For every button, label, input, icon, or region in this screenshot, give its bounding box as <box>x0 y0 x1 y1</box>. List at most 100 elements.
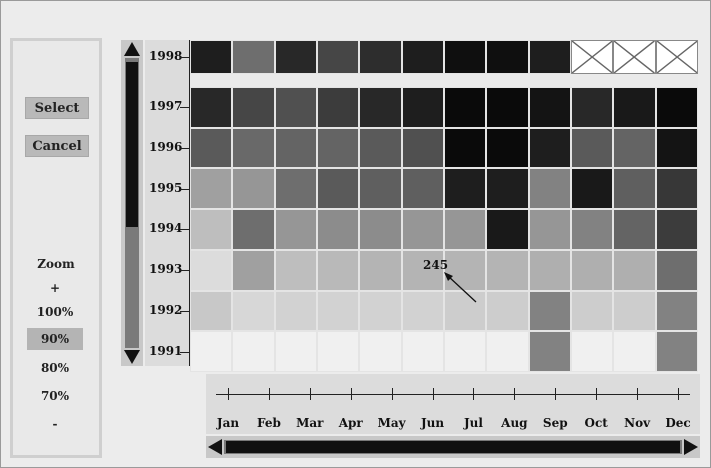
heatmap-cell-1995-apr[interactable] <box>317 168 360 209</box>
heatmap-cell-1991-jun[interactable] <box>401 331 444 372</box>
heatmap-cell-1996-apr[interactable] <box>317 127 360 169</box>
heatmap-cell-1997-jun[interactable] <box>401 86 444 128</box>
heatmap-cell-1995-nov[interactable] <box>613 168 656 209</box>
heatmap-cell-1997-mar[interactable] <box>274 86 317 128</box>
scroll-left-arrow-icon[interactable] <box>208 439 222 455</box>
heatmap-cell-1991-aug[interactable] <box>486 331 529 372</box>
heatmap-cell-1994-jan[interactable] <box>190 209 233 250</box>
heatmap-cell-1996-jun[interactable] <box>401 127 444 169</box>
heatmap-cell-1997-apr[interactable] <box>317 86 360 128</box>
heatmap-cell-1997-jul[interactable] <box>444 86 487 128</box>
heatmap-cell-1992-dec[interactable] <box>655 290 698 332</box>
heatmap-cell-1995-dec[interactable] <box>655 168 698 209</box>
heatmap-cell-1996-may[interactable] <box>359 127 402 169</box>
heatmap-cell-1995-sep[interactable] <box>528 168 571 209</box>
heatmap-cell-1996-jan[interactable] <box>190 127 233 169</box>
heatmap-cell-1996-dec[interactable] <box>655 127 698 169</box>
heatmap-cell-1991-apr[interactable] <box>317 331 360 372</box>
heatmap-cell-1995-aug[interactable] <box>486 168 529 209</box>
heatmap-cell-1992-jun[interactable] <box>401 290 444 332</box>
vertical-scrollbar[interactable] <box>121 40 143 366</box>
heatmap-cell-1998-jun[interactable] <box>401 40 444 74</box>
heatmap-cell-1992-feb[interactable] <box>232 290 275 332</box>
heatmap-cell-1998-sep[interactable] <box>528 40 571 74</box>
heatmap-cell-1993-oct[interactable] <box>571 249 614 291</box>
heatmap-cell-1997-sep[interactable] <box>528 86 571 128</box>
heatmap-cell-1992-oct[interactable] <box>571 290 614 332</box>
horizontal-scrollbar[interactable] <box>206 436 700 458</box>
zoom-option-70[interactable]: 70% <box>40 389 70 403</box>
heatmap-cell-1994-dec[interactable] <box>655 209 698 250</box>
heatmap-cell-1995-jun[interactable] <box>401 168 444 209</box>
heatmap-cell-1993-aug[interactable] <box>486 249 529 291</box>
horizontal-scroll-thumb[interactable] <box>226 441 680 453</box>
heatmap-cell-1992-jan[interactable] <box>190 290 233 332</box>
heatmap-cell-1993-dec[interactable] <box>655 249 698 291</box>
heatmap-cell-1991-dec[interactable] <box>655 331 698 372</box>
heatmap-cell-1994-oct[interactable] <box>571 209 614 250</box>
heatmap-cell-1992-may[interactable] <box>359 290 402 332</box>
heatmap-cell-1992-jul[interactable] <box>444 290 487 332</box>
heatmap-cell-1994-feb[interactable] <box>232 209 275 250</box>
heatmap-cell-1994-mar[interactable] <box>274 209 317 250</box>
heatmap-cell-1994-aug[interactable] <box>486 209 529 250</box>
heatmap-cell-1993-feb[interactable] <box>232 249 275 291</box>
heatmap-cell-1993-jun[interactable] <box>401 249 444 291</box>
heatmap-cell-1996-aug[interactable] <box>486 127 529 169</box>
heatmap-cell-1995-oct[interactable] <box>571 168 614 209</box>
heatmap-cell-1995-jan[interactable] <box>190 168 233 209</box>
heatmap-cell-1996-sep[interactable] <box>528 127 571 169</box>
heatmap-cell-1998-aug[interactable] <box>486 40 529 74</box>
heatmap-cell-1992-mar[interactable] <box>274 290 317 332</box>
zoom-out-button[interactable]: - <box>52 417 58 431</box>
heatmap-cell-1991-nov[interactable] <box>613 331 656 372</box>
heatmap-cell-1994-may[interactable] <box>359 209 402 250</box>
heatmap-cell-1991-sep[interactable] <box>528 331 571 372</box>
heatmap-cell-1997-oct[interactable] <box>571 86 614 128</box>
vertical-scroll-thumb[interactable] <box>126 62 138 227</box>
heatmap-cell-1991-feb[interactable] <box>232 331 275 372</box>
heatmap-cell-1996-jul[interactable] <box>444 127 487 169</box>
heatmap-cell-1993-jul[interactable] <box>444 249 487 291</box>
heatmap-cell-1995-jul[interactable] <box>444 168 487 209</box>
heatmap-cell-1994-nov[interactable] <box>613 209 656 250</box>
heatmap-cell-1991-mar[interactable] <box>274 331 317 372</box>
heatmap-cell-1994-apr[interactable] <box>317 209 360 250</box>
heatmap-cell-1993-may[interactable] <box>359 249 402 291</box>
cancel-button[interactable]: Cancel <box>25 135 89 157</box>
zoom-option-90[interactable]: 90% <box>27 328 83 350</box>
scroll-down-arrow-icon[interactable] <box>124 350 140 364</box>
heatmap-cell-1997-jan[interactable] <box>190 86 233 128</box>
heatmap-cell-1993-nov[interactable] <box>613 249 656 291</box>
heatmap-cell-1997-feb[interactable] <box>232 86 275 128</box>
heatmap-cell-1993-mar[interactable] <box>274 249 317 291</box>
heatmap-cell-1991-may[interactable] <box>359 331 402 372</box>
heatmap-cell-1996-feb[interactable] <box>232 127 275 169</box>
heatmap-cell-1996-oct[interactable] <box>571 127 614 169</box>
heatmap-cell-1995-feb[interactable] <box>232 168 275 209</box>
zoom-in-button[interactable]: + <box>49 281 61 295</box>
scroll-right-arrow-icon[interactable] <box>684 439 698 455</box>
heatmap-cell-1997-aug[interactable] <box>486 86 529 128</box>
zoom-option-80[interactable]: 80% <box>40 361 70 375</box>
heatmap-cell-1993-apr[interactable] <box>317 249 360 291</box>
heatmap-cell-1998-feb[interactable] <box>232 40 275 74</box>
zoom-option-100[interactable]: 100% <box>36 305 74 319</box>
select-button[interactable]: Select <box>25 97 89 119</box>
heatmap-cell-1995-may[interactable] <box>359 168 402 209</box>
heatmap-cell-1996-mar[interactable] <box>274 127 317 169</box>
heatmap-cell-1998-oct[interactable] <box>571 40 614 74</box>
heatmap-grid[interactable] <box>190 40 698 372</box>
heatmap-cell-1995-mar[interactable] <box>274 168 317 209</box>
heatmap-cell-1998-jul[interactable] <box>444 40 487 74</box>
heatmap-cell-1998-apr[interactable] <box>317 40 360 74</box>
heatmap-cell-1994-jun[interactable] <box>401 209 444 250</box>
heatmap-cell-1991-jan[interactable] <box>190 331 233 372</box>
heatmap-cell-1994-jul[interactable] <box>444 209 487 250</box>
heatmap-cell-1998-dec[interactable] <box>655 40 698 74</box>
heatmap-cell-1998-mar[interactable] <box>274 40 317 74</box>
heatmap-cell-1992-aug[interactable] <box>486 290 529 332</box>
heatmap-cell-1998-may[interactable] <box>359 40 402 74</box>
heatmap-cell-1997-nov[interactable] <box>613 86 656 128</box>
heatmap-cell-1992-nov[interactable] <box>613 290 656 332</box>
